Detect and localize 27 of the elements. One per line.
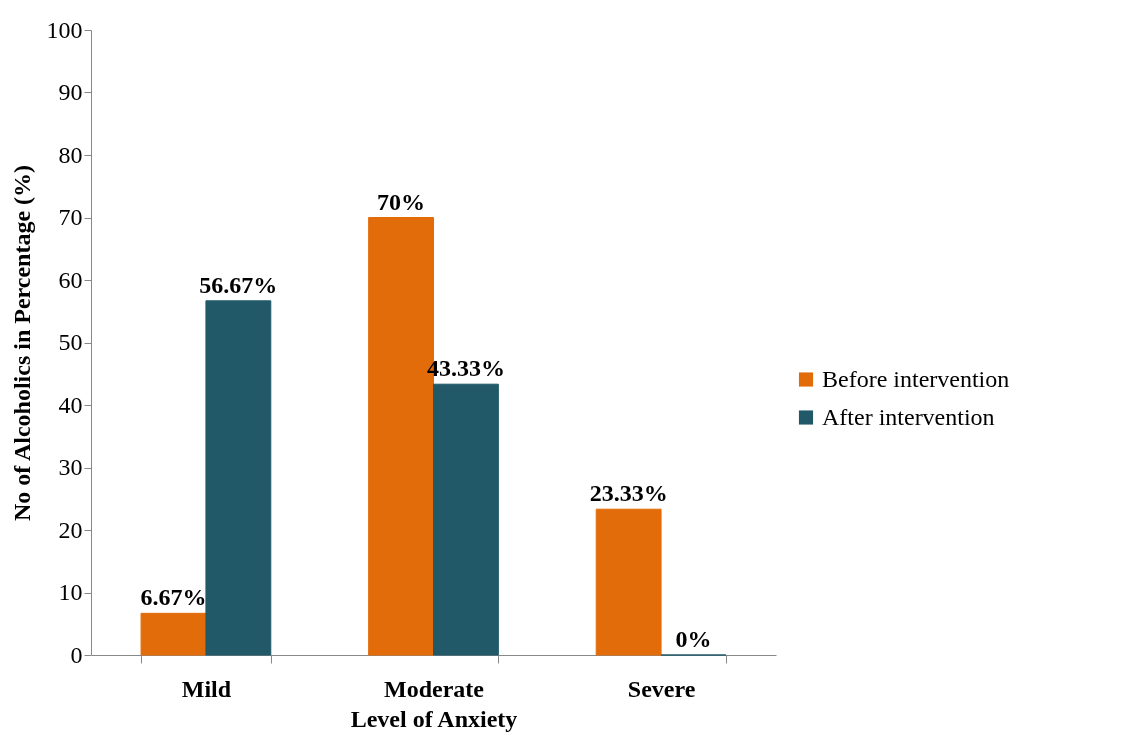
x-tick-label: Mild [181,675,232,702]
y-tick-label: 70 [58,204,83,230]
bar [433,383,499,656]
data-label: 56.67% [199,271,278,298]
y-tick-label: 40 [58,391,83,418]
x-axis-title: Level of Anxiety [350,705,518,732]
data-label: 23.33% [589,480,668,507]
y-tick-label: 50 [58,329,83,355]
y-tick-label: 30 [58,454,83,480]
legend-label: After intervention [822,403,995,430]
y-tick-label: 80 [58,141,83,168]
bar [205,300,272,656]
y-tick-label: 60 [58,266,83,293]
data-label: 6.67% [140,584,207,611]
x-tick-label: Moderate [384,675,485,702]
y-tick-label: 20 [58,516,83,543]
y-tick-label: 100 [46,16,83,43]
bar [595,508,662,656]
y-tick-label: 0 [70,641,83,668]
bar [140,612,207,656]
y-axis-title: No of Alcoholics in Percentage (%) [8,164,35,522]
y-tick-label: 10 [58,579,83,605]
legend-label: Before intervention [822,365,1010,392]
y-tick-label: 90 [58,79,83,105]
x-tick-label: Severe [627,675,696,702]
data-label: 0% [675,626,712,652]
data-label: 70% [377,188,426,215]
